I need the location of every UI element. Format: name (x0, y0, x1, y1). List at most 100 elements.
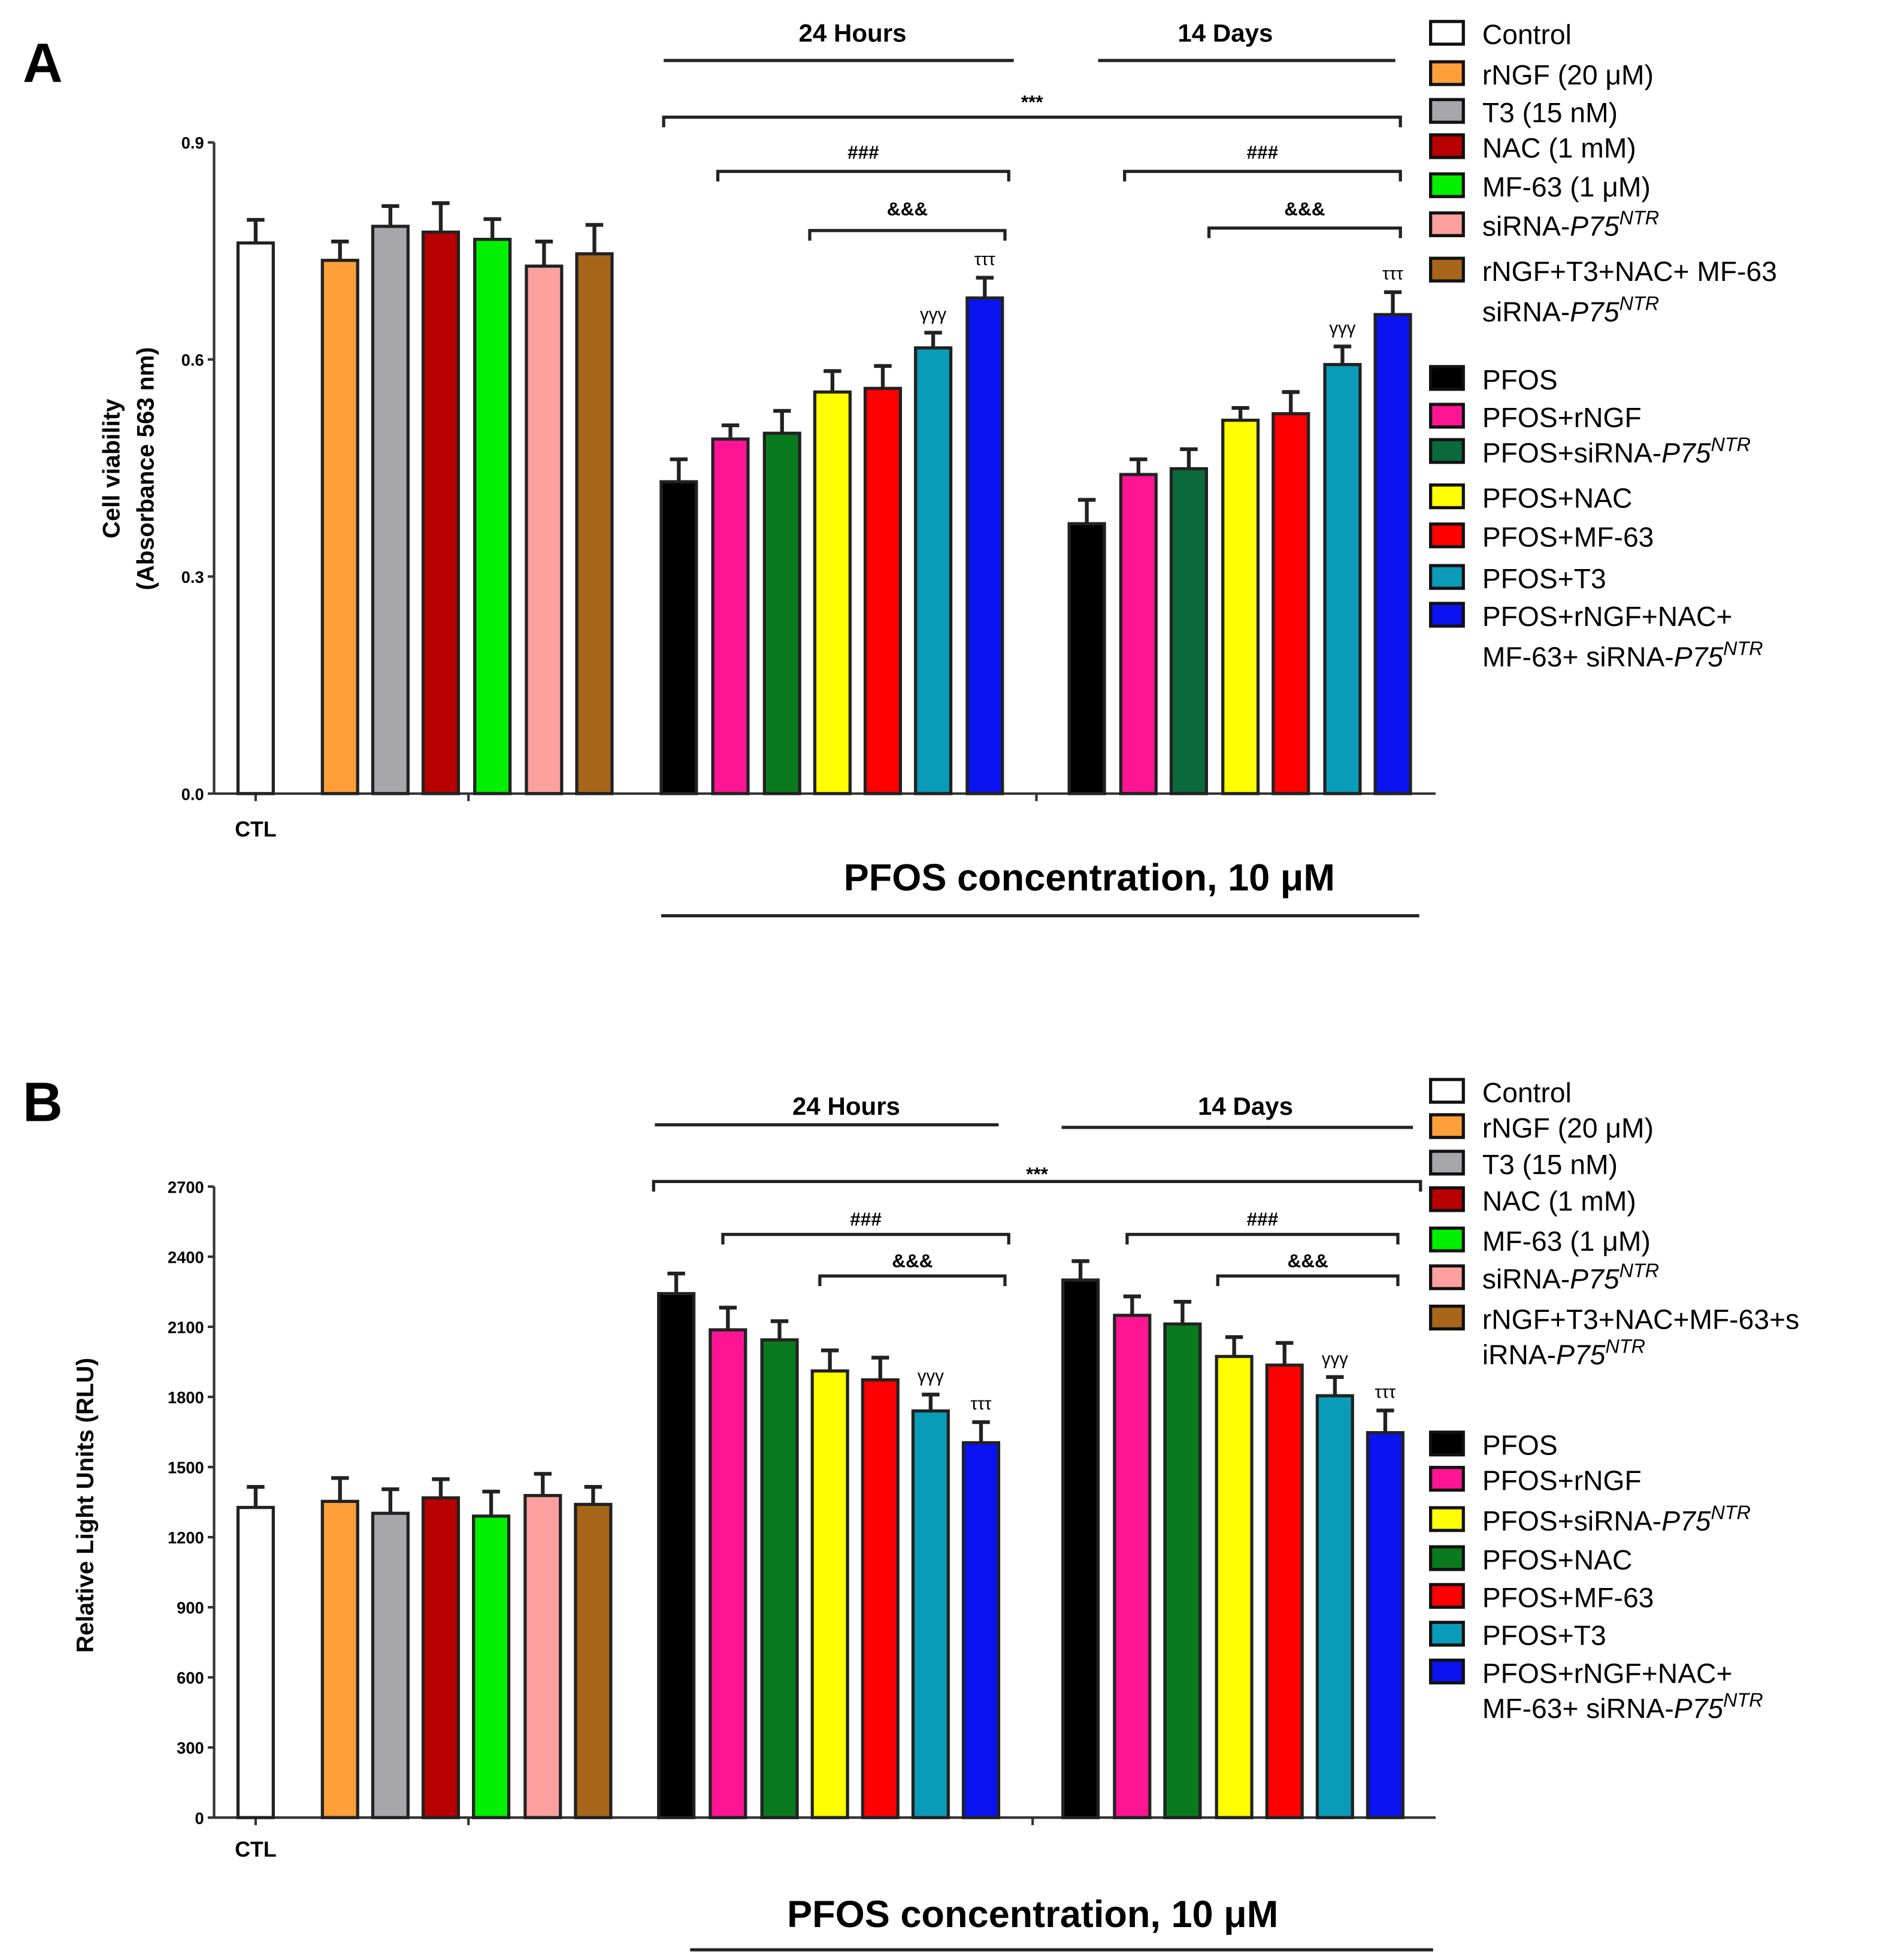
panel-b-bar (371, 1511, 410, 1819)
panel-b-legend-label-continued-superscript: NTR (1723, 1689, 1763, 1711)
panel-a-bar (863, 386, 903, 796)
panel-a-legend-label-text: PFOS+MF-63 (1482, 522, 1654, 553)
panel-b-bar (1113, 1314, 1152, 1819)
panel-a-group-header: 24 Hours (799, 19, 907, 47)
panel-b-legend-label: PFOS+siRNA-P75NTR (1482, 1502, 1751, 1536)
panel-a-legend-label-continued-text: MF-63+ siRNA- (1482, 641, 1674, 672)
panel-a-bar (320, 258, 359, 796)
panel-b-legend-swatch (1429, 1264, 1465, 1290)
panel-a-legend-label-text: PFOS (1482, 364, 1558, 395)
panel-b-significance-label: ### (1247, 1208, 1279, 1230)
panel-b-gamma-annotation: γγγ (918, 1366, 944, 1386)
panel-b-y-tick-label: 0 (195, 1809, 204, 1828)
panel-a-legend-swatch (1429, 365, 1465, 391)
panel-a-bar (711, 437, 750, 796)
panel-b-legend-swatch (1429, 1583, 1465, 1609)
panel-b-y-tick-label: 1500 (168, 1459, 204, 1477)
panel-a-bar (762, 431, 801, 796)
panel-b-significance-label: &&& (892, 1250, 933, 1271)
panel-b-legend-label: PFOS+NAC (1482, 1544, 1633, 1575)
panel-b-bar (574, 1502, 613, 1819)
panel-a-bar (236, 241, 275, 796)
panel-a-significance-label: *** (1021, 91, 1044, 113)
panel-a-legend-swatch (1429, 438, 1465, 464)
panel-a-legend-swatch (1429, 522, 1465, 549)
panel-b-legend-swatch (1429, 1506, 1465, 1532)
panel-b-legend-label-text: rNGF (20 μM) (1482, 1112, 1654, 1144)
panel-b-legend-label-text: PFOS+MF-63 (1482, 1582, 1654, 1613)
panel-b-legend-swatch (1429, 1545, 1465, 1571)
panel-a-legend-label-italic: P75 (1661, 437, 1711, 468)
panel-b-legend-label: rNGF+T3+NAC+MF-63+s (1482, 1303, 1799, 1335)
panel-b-legend-label-text: Control (1482, 1077, 1572, 1108)
panel-a-legend-label-continued-superscript: NTR (1619, 292, 1660, 314)
panel-b-bar (236, 1505, 275, 1819)
panel-a-legend-label-text: T3 (15 nM) (1482, 97, 1618, 128)
panel-a-legend-label-continued-italic: P75 (1570, 296, 1619, 327)
panel-a-bar (1067, 522, 1106, 796)
panel-b-y-tick-label: 1200 (168, 1529, 204, 1547)
panel-b-legend-label-continued: MF-63+ siRNA-P75NTR (1482, 1689, 1763, 1724)
panel-a-legend-label: rNGF (20 μM) (1482, 59, 1654, 90)
panel-a-significance-label: ### (847, 141, 879, 163)
panel-b-legend-label-continued-italic: P75 (1674, 1693, 1724, 1724)
panel-b-bar (1061, 1278, 1100, 1819)
panel-a-legend-swatch (1429, 172, 1465, 198)
panel-a-legend-label: Control (1482, 19, 1572, 50)
panel-a-legend-label: PFOS+MF-63 (1482, 522, 1654, 553)
panel-a-legend-swatch (1429, 483, 1465, 510)
panel-a-group-header: 14 Days (1177, 19, 1273, 47)
panel-a-legend-label: NAC (1 mM) (1482, 132, 1636, 164)
panel-a-legend-label-text: PFOS+rNGF (1482, 402, 1642, 433)
panel-a-bar (1272, 412, 1310, 796)
panel-a-significance-bracket (1123, 170, 1402, 182)
panel-b-legend-label-continued-italic: P75 (1556, 1339, 1606, 1370)
panel-a-legend-label: PFOS+rNGF+NAC+ (1482, 601, 1733, 632)
panel-a-ctl-label: CTL (235, 817, 276, 841)
panel-a-x-axis-label: PFOS concentration, 10 μM (844, 857, 1335, 899)
panel-a-legend-label-text: PFOS+T3 (1482, 563, 1606, 594)
panel-a-legend-label: PFOS (1482, 364, 1558, 395)
panel-a-y-tick-label: 0.3 (181, 568, 204, 586)
panel-a-legend-swatch (1429, 20, 1465, 46)
panel-b-bar (320, 1499, 359, 1819)
panel-a-legend-label-text: NAC (1 mM) (1482, 132, 1636, 164)
panel-b-x-axis-label: PFOS concentration, 10 μM (787, 1894, 1278, 1935)
panel-b-y-axis-label: Relative Light Units (RLU) (72, 1358, 99, 1653)
panel-b-legend-label-text: MF-63 (1 μM) (1482, 1226, 1651, 1257)
panel-b-legend-label: rNGF (20 μM) (1482, 1112, 1654, 1144)
panel-a-significance-label: &&& (1284, 198, 1325, 220)
panel-b-bar (471, 1514, 511, 1819)
panel-a-legend-swatch (1429, 211, 1465, 237)
panel-b-legend-label: PFOS+rNGF (1482, 1465, 1642, 1496)
panel-a-legend-swatch (1429, 601, 1465, 628)
panel-b-legend-label-text: PFOS+rNGF (1482, 1465, 1642, 1496)
panel-a-legend-label-continued-italic: P75 (1674, 641, 1724, 672)
panel-a-legend-label-superscript: NTR (1711, 434, 1751, 455)
panel-a-bar (965, 296, 1004, 796)
panel-b-legend-label-text: T3 (15 nM) (1482, 1149, 1618, 1180)
panel-b-y-tick-label: 2100 (168, 1318, 204, 1336)
panel-b-legend-label-text: PFOS (1482, 1430, 1558, 1461)
panel-b-significance-label: ### (850, 1208, 882, 1230)
panel-b-legend-swatch (1429, 1078, 1465, 1104)
panel-a-legend-swatch (1429, 98, 1465, 124)
panel-a-legend-label-superscript: NTR (1619, 207, 1660, 228)
panel-a-y-axis-label: Cell viability (99, 399, 125, 539)
panel-b-legend-label-continued-text: iRNA- (1482, 1339, 1556, 1370)
panel-a-bar (1323, 362, 1362, 796)
panel-a-bar (473, 237, 512, 796)
panel-a-legend-label-text: PFOS+siRNA- (1482, 437, 1661, 468)
panel-a-y-tick-label: 0.9 (181, 134, 204, 152)
panel-b-ctl-label: CTL (235, 1837, 276, 1861)
panel-b-legend-label-superscript: NTR (1619, 1260, 1660, 1281)
panel-b-significance-bracket (818, 1274, 1007, 1286)
panel-b-legend-swatch (1429, 1620, 1465, 1647)
panel-a-bar (914, 346, 953, 796)
panel-a-bar (575, 252, 614, 796)
panel-a-bar (371, 225, 410, 796)
panel-b-legend-label: MF-63 (1 μM) (1482, 1226, 1651, 1257)
panel-b-bar (421, 1496, 460, 1819)
panel-b-bar (657, 1291, 696, 1819)
